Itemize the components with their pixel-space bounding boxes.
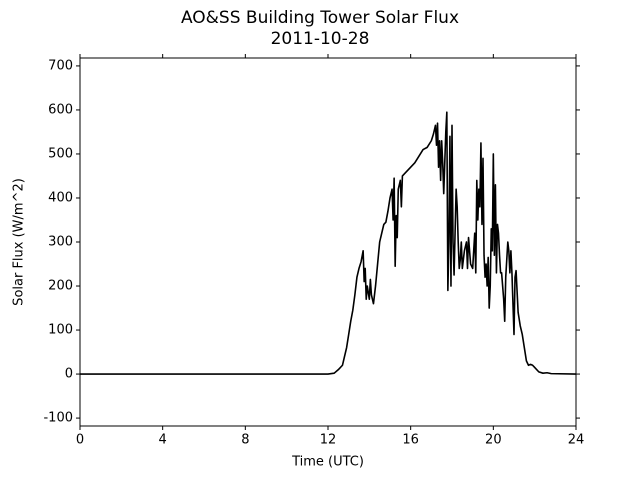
x-tick-label: 12 — [320, 433, 337, 448]
y-tick-label: -100 — [43, 411, 73, 426]
chart-title: AO&SS Building Tower Solar Flux — [181, 8, 459, 28]
plot-frame — [79, 57, 577, 427]
chart-subtitle: 2011-10-28 — [271, 29, 370, 49]
x-tick-label: 4 — [159, 433, 167, 448]
data-line — [80, 111, 577, 375]
x-tick-label: 0 — [76, 433, 84, 448]
y-tick-label: 100 — [48, 323, 73, 338]
y-tick-label: 500 — [48, 146, 73, 161]
x-tick-label: 20 — [485, 433, 502, 448]
x-axis-label: Time (UTC) — [291, 455, 364, 470]
y-tick-label: 600 — [48, 102, 73, 117]
y-tick-label: 300 — [48, 235, 73, 250]
y-tick-label: 0 — [65, 367, 73, 382]
x-tick-label: 24 — [568, 433, 585, 448]
y-tick-label: 700 — [48, 58, 73, 73]
y-tick-label: 400 — [48, 190, 73, 205]
x-tick-label: 16 — [402, 433, 419, 448]
y-tick-label: 200 — [48, 279, 73, 294]
x-tick-label: 8 — [241, 433, 249, 448]
y-axis-label: Solar Flux (W/m^2) — [12, 178, 27, 306]
